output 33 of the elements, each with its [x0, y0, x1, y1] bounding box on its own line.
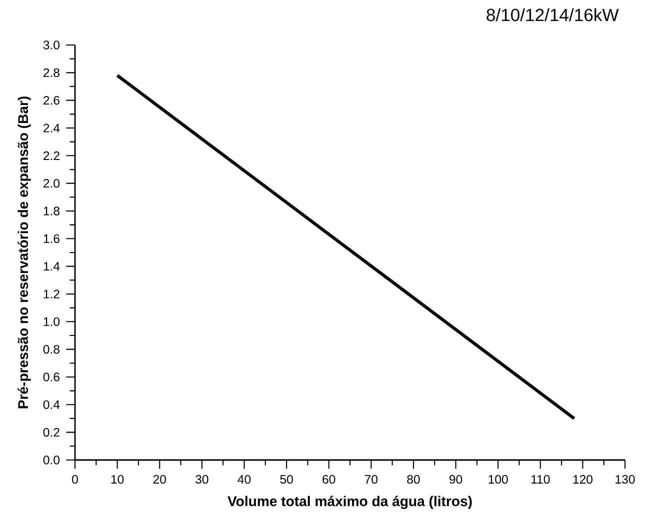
x-tick-label: 120: [573, 475, 592, 484]
y-tick-label: 3.0: [43, 40, 60, 50]
x-tick-label: 30: [196, 475, 208, 484]
x-tick-label: 60: [322, 475, 336, 484]
y-tick-label: 2.0: [44, 178, 60, 188]
y-axis-title: Pré-pressão no reservatório de expansão (Bar): [18, 96, 31, 408]
x-tick-label: 70: [364, 475, 378, 484]
y-tick-label: 2.6: [44, 96, 60, 105]
y-tick-label: 2.4: [44, 124, 60, 132]
x-tick-label: 80: [407, 475, 420, 484]
y-tick-label: 1.2: [44, 290, 60, 298]
x-tick-label: 110: [532, 475, 550, 484]
y-tick-label: 0.0: [43, 456, 60, 464]
y-tick-label: 0.8: [43, 344, 60, 354]
x-tick-label: 10: [111, 475, 124, 484]
y-tick-label: 0.6: [43, 372, 60, 382]
y-tick-label: 2.2: [44, 151, 60, 160]
y-tick-label: 0.2: [43, 428, 60, 437]
y-tick-label: 1.8: [44, 206, 60, 216]
x-tick-label: 100: [488, 475, 508, 484]
y-tick-label: 1.4: [44, 262, 60, 271]
x-tick-label: 50: [280, 475, 293, 484]
x-tick-label: 130: [616, 475, 635, 484]
x-tick-label: 90: [450, 475, 462, 484]
y-tick-label: 1.0: [44, 317, 60, 326]
x-tick-label: 20: [153, 475, 166, 484]
x-tick-label: 0: [72, 475, 78, 484]
y-tick-label: 0.4: [43, 400, 60, 409]
y-tick-label: 2.8: [44, 68, 60, 78]
chart-title: 8/10/12/14/16kW: [486, 8, 619, 22]
y-tick-label: 1.6: [44, 234, 60, 244]
x-tick-label: 40: [238, 475, 251, 484]
x-axis-title: Volume total máximo da água (litros): [228, 496, 472, 510]
